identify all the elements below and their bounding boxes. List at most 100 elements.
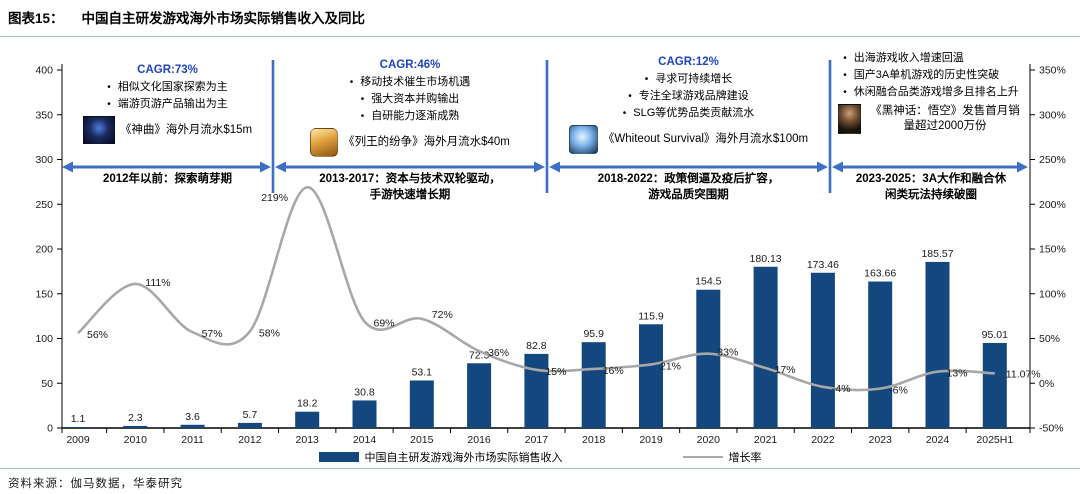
revenue-bar <box>180 424 205 428</box>
bullet-dot-icon: • <box>843 70 847 81</box>
right-axis-tick-label: 100% <box>1039 288 1066 300</box>
revenue-bar <box>696 289 721 428</box>
bullet-dot-icon: • <box>107 82 111 93</box>
stage-bullet: • 休闲融合品类游戏增多且排名上升 <box>843 86 1019 98</box>
stage-arrow-right-head <box>817 161 828 173</box>
x-axis-category-label: 2010 <box>124 434 148 446</box>
x-axis-category-label: 2019 <box>639 434 663 446</box>
figure-header: 图表15： 中国自主研发游戏海外市场实际销售收入及同比 <box>8 7 365 27</box>
bullet-dot-icon: • <box>628 91 632 102</box>
header-divider-line <box>0 36 1080 37</box>
stage-period-line: 2018-2022：政策倒逼及疫后扩容， <box>597 173 780 185</box>
bullet-dot-icon: • <box>622 108 627 119</box>
left-axis-tick-label: 0 <box>47 423 53 435</box>
revenue-bar <box>295 411 320 428</box>
stage-bullet: • 相似文化国家探索为主 <box>107 81 228 93</box>
flagship-game-text: 《黑神话：悟空》发售首月销量超过2000万份 <box>870 105 1020 132</box>
stage-bullet: • 出海游戏收入增速回温 <box>843 52 964 64</box>
bar-value-label: 82.8 <box>526 340 547 352</box>
source-note: 资料来源：伽马数据，华泰研究 <box>8 478 183 490</box>
stage-period-line: 闲类玩法持续破圈 <box>885 189 977 201</box>
right-axis-tick-label: 250% <box>1039 154 1066 166</box>
legend-item-revenue: 中国自主研发游戏海外市场实际销售收入 <box>318 449 563 465</box>
bullet-dot-icon: • <box>843 87 847 98</box>
stage-bullet-list: • 移动技术催生市场机遇 • 强大资本并购输出 • 自研能力逐渐成熟 <box>350 74 471 125</box>
revenue-bar <box>123 425 148 428</box>
revenue-bar <box>66 427 90 428</box>
bar-value-label: 3.6 <box>185 411 200 423</box>
x-axis-category-label: 2009 <box>66 434 90 446</box>
x-axis-category-label: 2020 <box>697 434 721 446</box>
stage-bullet: • 专注全球游戏品牌建设 <box>628 90 749 102</box>
stage-bullet: • 国产3A单机游戏的历史性突破 <box>843 69 1000 81</box>
bullet-dot-icon: • <box>843 53 847 64</box>
right-axis-tick-label: 0% <box>1039 378 1054 390</box>
left-axis-tick-label: 200 <box>35 244 53 256</box>
stage-section-3: CAGR:12% • 寻求可持续增长 • 专注全球游戏品牌建设 • SLG等优势品类贡献流水… <box>547 46 830 204</box>
line-value-label: 111% <box>145 277 170 289</box>
legend-item-growth: 增长率 <box>682 449 762 465</box>
bar-value-label: 1.1 <box>71 413 86 425</box>
stage-arrow-right-head <box>1017 161 1028 173</box>
bullet-dot-icon: • <box>349 77 354 88</box>
footer-divider-line <box>0 468 1080 469</box>
stage-bullet: • 移动技术催生市场机遇 <box>349 76 471 88</box>
stage-period-label: 2018-2022：政策倒逼及疫后扩容， 游戏品质突围期 <box>547 171 830 203</box>
bullet-dot-icon: • <box>360 111 365 122</box>
stage-bullet: • 端游页游产品输出为主 <box>107 98 228 110</box>
line-value-label: 219% <box>261 192 288 204</box>
left-axis-tick-label: 100 <box>35 333 53 345</box>
stage-bullet: • SLG等优势品类贡献流水 <box>622 107 755 119</box>
line-value-label: 21% <box>660 360 681 372</box>
line-value-label: 56% <box>87 329 108 341</box>
bar-value-label: 173.46 <box>807 259 839 271</box>
x-axis-category-label: 2021 <box>754 434 778 446</box>
stage-section-2: CAGR:46% • 移动技术催生市场机遇 • 强大资本并购输出 • 自研能力逐渐成熟 《列王… <box>273 46 547 207</box>
stage-arrow-right-head <box>260 161 271 173</box>
growth-line <box>77 185 995 392</box>
stage-arrow-left-head <box>62 161 73 173</box>
chart-legend: 中国自主研发游戏海外市场实际销售收入 增长率 <box>0 449 1080 465</box>
stage-period-line: 2023-2025：3A大作和融合休 <box>855 173 1007 185</box>
bar-value-label: 154.5 <box>695 276 721 288</box>
clash-of-kings-game-icon <box>310 128 339 157</box>
revenue-bar <box>581 342 606 428</box>
x-axis-category-label: 2023 <box>869 434 893 446</box>
bullet-dot-icon: • <box>360 94 365 105</box>
stage-arrow-right-head <box>534 161 545 173</box>
bar-value-label: 5.7 <box>243 409 258 421</box>
shenqu-game-icon <box>82 116 115 144</box>
flagship-game-text: 《神曲》海外月流水$15m <box>119 123 253 136</box>
x-axis-category-label: 2015 <box>410 434 434 446</box>
stage-period-line: 游戏品质突围期 <box>648 189 729 201</box>
stage-bullet-list: • 出海游戏收入增速回温 • 国产3A单机游戏的历史性突破 • 休闲融合品类游戏增多且排名… <box>843 50 1019 101</box>
bar-value-label: 30.8 <box>354 386 375 398</box>
flagship-game-row: 《神曲》海外月流水$15m <box>82 116 253 144</box>
revenue-bar <box>409 380 434 428</box>
black-myth-wukong-game-icon <box>838 104 861 134</box>
x-axis-category-label: 2025H1 <box>976 434 1013 446</box>
flagship-game-text: 《列王的纷争》海外月流水$40m <box>343 136 510 148</box>
stage-period-label: 2013-2017：资本与技术双轮驱动， 手游快速增长期 <box>273 171 547 203</box>
revenue-bar <box>868 281 893 428</box>
line-value-label: 16% <box>603 365 624 377</box>
stage-section-1: CAGR:73% • 相似文化国家探索为主 • 端游页游产品输出为主 《神曲》海外月流水$… <box>62 46 273 212</box>
flagship-game-row: 《黑神话：悟空》发售首月销量超过2000万份 <box>838 104 1024 134</box>
stage-period-line: 2013-2017：资本与技术双轮驱动， <box>319 173 501 185</box>
line-value-label: 58% <box>259 327 280 339</box>
stage-arrow-left-head <box>832 161 843 173</box>
line-value-label: 36% <box>488 347 509 359</box>
stage-section-4: • 出海游戏收入增速回温 • 国产3A单机游戏的历史性突破 • 休闲融合品类游戏增多且排名… <box>830 46 1032 201</box>
revenue-bar <box>639 324 663 428</box>
line-value-label: 15% <box>545 366 566 378</box>
revenue-bar <box>237 422 262 428</box>
bar-series-swatch <box>318 452 359 462</box>
line-value-label: 69% <box>374 317 395 329</box>
right-axis-tick-label: 300% <box>1039 109 1066 121</box>
revenue-bar <box>352 400 377 428</box>
stage-bullet-list: • 相似文化国家探索为主 • 端游页游产品输出为主 <box>107 79 228 113</box>
x-axis-category-label: 2018 <box>582 434 606 446</box>
x-axis-category-label: 2024 <box>926 434 950 446</box>
left-axis-tick-label: 350 <box>35 109 53 121</box>
flagship-game-text: 《Whiteout Survival》海外月流水$100m <box>602 133 809 145</box>
